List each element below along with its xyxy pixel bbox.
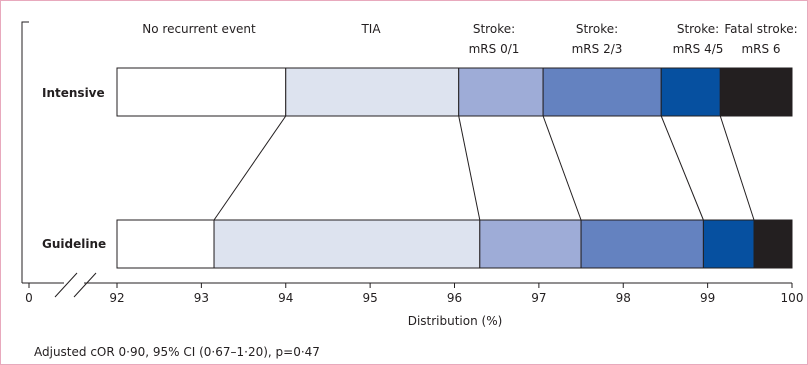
bar-guideline-seg-0 [116,219,215,269]
row-label-guideline: Guideline [42,237,106,251]
bar-intensive-seg-5 [719,67,793,117]
connector-4 [719,115,755,221]
axis-break-mark-1 [54,272,78,298]
row-label-intensive: Intensive [42,86,105,100]
bar-intensive-seg-1 [285,67,460,117]
category-header-5-line2: mRS 6 [741,42,780,56]
tick-label-93: 93 [194,291,209,305]
category-header-1: TIA [360,22,381,36]
category-header-3-line2: mRS 2/3 [572,42,623,56]
bar-intensive-seg-0 [116,67,287,117]
category-header-5: Fatal stroke: [724,22,797,36]
tick-label-97: 97 [531,291,546,305]
category-headers: No recurrent event TIA Stroke: mRS 0/1 Strok… [142,22,797,56]
bar-intensive-seg-3 [542,67,662,117]
tick-label-100: 100 [781,291,804,305]
bar-intensive-seg-4 [660,67,721,117]
x-ticks: 92 93 94 95 96 97 98 99 100 [109,283,803,305]
connector-0 [213,115,287,221]
category-header-4: Stroke: [677,22,719,36]
stacked-bars [116,67,793,269]
footnote: Adjusted cOR 0·90, 95% CI (0·67–1·20), p… [34,345,320,359]
connector-1 [458,115,481,221]
tick-label-98: 98 [616,291,631,305]
tick-label-95: 95 [362,291,377,305]
tick-label-94: 94 [278,291,293,305]
bar-guideline-seg-4 [702,219,755,269]
bar-guideline-seg-2 [479,219,582,269]
left-bracket [21,21,29,283]
tick-label-96: 96 [447,291,462,305]
category-header-2: Stroke: [473,22,515,36]
axis-break-mark-2 [73,272,97,298]
category-header-2-line2: mRS 0/1 [469,42,520,56]
bar-guideline-seg-3 [580,219,704,269]
connector-3 [660,115,704,221]
category-header-3: Stroke: [576,22,618,36]
tick-label-92: 92 [109,291,124,305]
x-axis: 0 92 93 94 95 96 97 98 99 100 Distribution (%) [22,272,803,328]
bar-guideline-seg-5 [753,219,793,269]
boundary-connectors [213,115,755,221]
row-labels: Intensive Guideline [42,86,106,251]
connector-2 [542,115,582,221]
category-header-0: No recurrent event [142,22,256,36]
category-header-4-line2: mRS 4/5 [673,42,724,56]
tick-label-99: 99 [700,291,715,305]
bar-intensive-seg-2 [458,67,544,117]
tick-label-zero: 0 [25,291,33,305]
x-axis-title: Distribution (%) [408,314,503,328]
bar-guideline-seg-1 [213,219,481,269]
